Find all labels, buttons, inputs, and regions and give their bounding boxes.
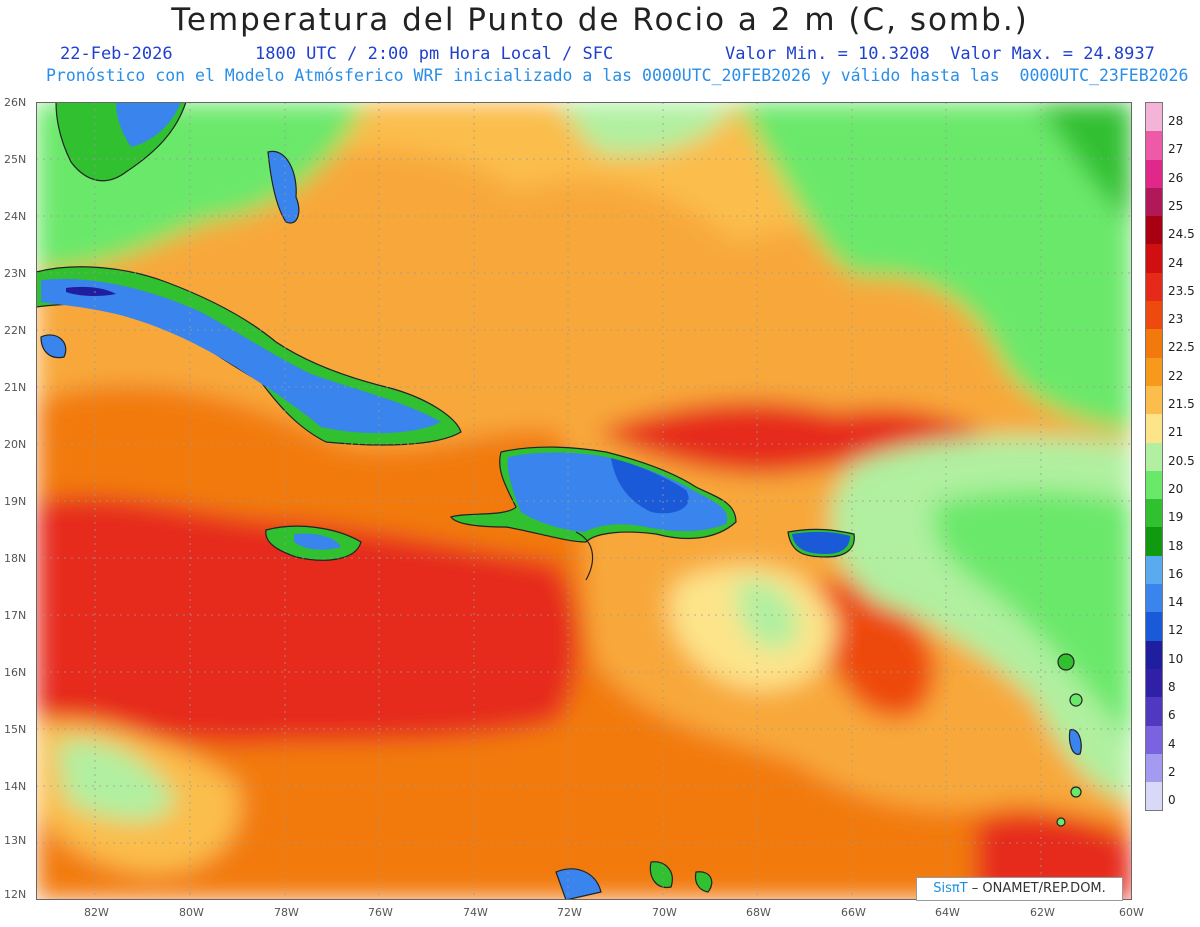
colorbar-label: 2	[1168, 764, 1176, 779]
lat-label: 18N	[4, 552, 27, 565]
colorbar-segment	[1146, 244, 1162, 273]
lat-label: 24N	[4, 210, 27, 223]
lat-label: 25N	[4, 153, 27, 166]
colorbar-label: 22	[1168, 368, 1184, 383]
colorbar-label: 28	[1168, 114, 1184, 128]
lon-label: 68W	[746, 906, 771, 919]
colorbar-label: 8	[1168, 680, 1176, 694]
colorbar-label: 21.5	[1168, 397, 1195, 411]
colorbar-segment	[1146, 640, 1162, 669]
colorbar-segment	[1146, 527, 1162, 556]
lon-label: 74W	[463, 906, 488, 919]
colorbar-segment	[1146, 612, 1162, 641]
colorbar-segment	[1146, 357, 1162, 386]
colorbar-label: 24	[1168, 255, 1184, 270]
colorbar-segment	[1146, 753, 1162, 783]
lat-label: 17N	[4, 609, 27, 622]
colorbar-segment	[1146, 272, 1162, 302]
lat-label: 26N	[4, 96, 27, 109]
forecast-time: 1800 UTC / 2:00 pm Hora Local / SFC	[255, 44, 614, 64]
colorbar-segment	[1146, 668, 1162, 698]
lon-label: 64W	[935, 906, 960, 919]
andros	[267, 150, 300, 224]
colorbar-segment	[1146, 301, 1162, 330]
colorbar-label: 25	[1168, 198, 1184, 213]
colorbar-label: 0	[1168, 793, 1176, 808]
colorbar-segment	[1146, 499, 1162, 528]
colorbar	[1145, 102, 1163, 812]
colorbar-label: 22.5	[1168, 340, 1195, 355]
credit-box: SisπT – ONAMET/REP.DOM.	[916, 877, 1123, 901]
forecast-description: Pronóstico con el Modelo Atmósferico WRF…	[46, 66, 1189, 85]
lon-label: 70W	[652, 906, 677, 919]
value-min-max: Valor Min. = 10.3208 Valor Max. = 24.893…	[725, 44, 1155, 64]
lat-label: 14N	[4, 780, 27, 793]
map-title: Temperatura del Punto de Rocio a 2 m (C,…	[171, 2, 1029, 38]
lat-label: 23N	[4, 267, 27, 280]
colorbar-label: 10	[1168, 651, 1184, 666]
lat-label: 16N	[4, 666, 27, 679]
colorbar-label: 12	[1168, 623, 1184, 638]
lon-label: 78W	[274, 906, 299, 919]
lon-label: 76W	[368, 906, 393, 919]
land-masses	[36, 102, 1083, 900]
colorbar-segment	[1146, 103, 1162, 132]
lon-label: 80W	[179, 906, 204, 919]
colorbar-segment	[1146, 159, 1162, 188]
colorbar-segment	[1146, 584, 1162, 613]
lon-label: 82W	[84, 906, 109, 919]
colorbar-segment	[1146, 442, 1162, 471]
lat-label: 20N	[4, 438, 27, 451]
colorbar-segment	[1146, 187, 1162, 217]
lat-label: 13N	[4, 834, 27, 847]
colorbar-segment	[1146, 329, 1162, 358]
colorbar-segment	[1146, 782, 1162, 811]
colorbar-label: 26	[1168, 170, 1184, 185]
colorbar-segment	[1146, 725, 1162, 754]
colorbar-label: 4	[1168, 736, 1176, 751]
colorbar-label: 19	[1168, 510, 1184, 525]
colorbar-segment	[1146, 216, 1162, 245]
colorbar-label: 14	[1168, 595, 1184, 610]
dewpoint-map	[36, 102, 1132, 900]
colorbar-label: 23.5	[1168, 283, 1195, 298]
lon-label: 66W	[841, 906, 866, 919]
colorbar-segment	[1146, 470, 1162, 500]
colorbar-label: 6	[1168, 708, 1176, 723]
lat-label: 22N	[4, 324, 27, 337]
colorbar-label: 24.5	[1168, 227, 1195, 242]
sispi-logo: SisπT	[933, 881, 968, 896]
lat-label: 19N	[4, 495, 27, 508]
lat-lon-grid	[36, 102, 1132, 900]
forecast-date: 22-Feb-2026	[60, 44, 173, 64]
lat-label: 12N	[4, 888, 27, 901]
lat-label: 15N	[4, 723, 27, 736]
colorbar-segment	[1146, 697, 1162, 726]
colorbar-label: 16	[1168, 566, 1184, 581]
lon-label: 60W	[1119, 906, 1144, 919]
colorbar-segment	[1146, 385, 1162, 415]
colorbar-segment	[1146, 555, 1162, 585]
credit-org: – ONAMET/REP.DOM.	[967, 881, 1106, 896]
lat-label: 21N	[4, 381, 27, 394]
lon-label: 62W	[1030, 906, 1055, 919]
colorbar-label: 21	[1168, 425, 1184, 440]
colorbar-label: 23	[1168, 312, 1184, 327]
colorbar-label: 18	[1168, 538, 1184, 553]
colorbar-label: 20.5	[1168, 453, 1195, 468]
colorbar-segment	[1146, 414, 1162, 443]
lon-label: 72W	[557, 906, 582, 919]
colorbar-label: 27	[1168, 142, 1184, 157]
colorbar-label: 20	[1168, 481, 1184, 496]
colorbar-segment	[1146, 131, 1162, 160]
